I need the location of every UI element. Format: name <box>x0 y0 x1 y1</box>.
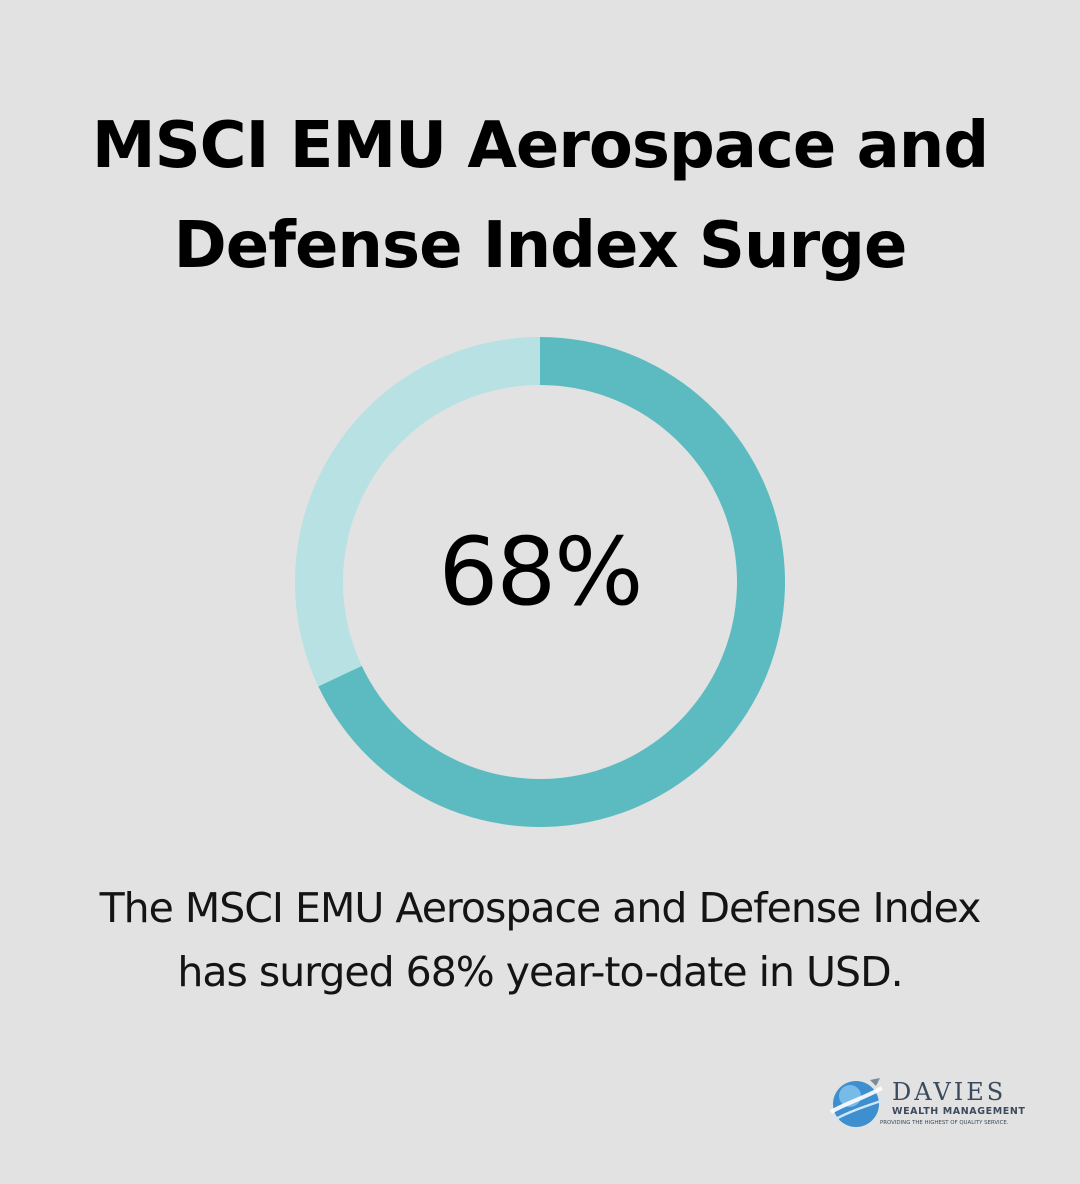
davies-logo: DAVIES WEALTH MANAGEMENT PROVIDING THE H… <box>826 1074 1041 1134</box>
chart-title-line-2: Defense Index Surge <box>173 209 908 283</box>
chart-caption: The MSCI EMU Aerospace and Defense Index… <box>0 876 1080 1004</box>
donut-slice-remainder <box>295 337 540 687</box>
logo-tagline: PROVIDING THE HIGHEST OF QUALITY SERVICE… <box>880 1120 1009 1126</box>
logo-name: DAVIES <box>892 1078 1006 1106</box>
logo-subtitle: WEALTH MANAGEMENT <box>892 1106 1026 1117</box>
chart-caption-line-2: has surged 68% year-to-date in USD. <box>177 948 903 996</box>
donut-center-value: 68% <box>438 517 644 627</box>
globe-swirl-icon <box>829 1078 885 1127</box>
davies-logo-svg: DAVIES WEALTH MANAGEMENT PROVIDING THE H… <box>829 1078 1026 1127</box>
donut-chart: 68% <box>290 332 790 832</box>
donut-chart-svg <box>295 337 785 827</box>
chart-title-line-1: MSCI EMU Aerospace and <box>91 109 989 183</box>
chart-caption-line-1: The MSCI EMU Aerospace and Defense Index <box>99 884 982 932</box>
chart-title: MSCI EMU Aerospace and Defense Index Sur… <box>0 96 1080 296</box>
